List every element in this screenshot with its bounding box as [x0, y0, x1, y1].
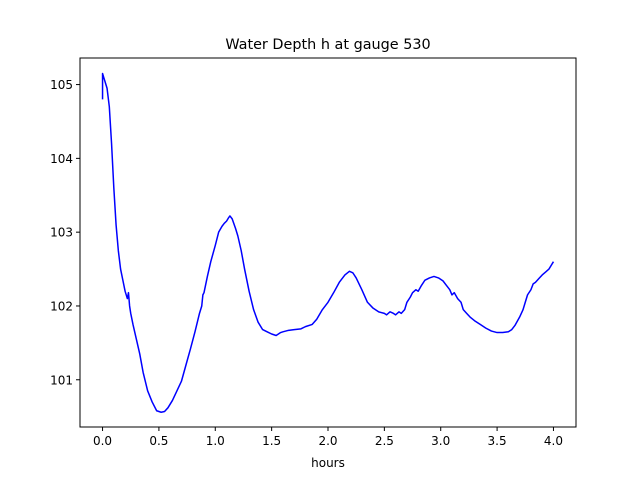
- x-axis-label: hours: [311, 456, 345, 470]
- y-axis-ticks: 101 102 103 104 105: [50, 78, 80, 387]
- series-line-0: [101, 72, 555, 413]
- y-tick-label: 103: [50, 226, 73, 240]
- y-tick-label: 102: [50, 299, 73, 313]
- plot-area: [101, 72, 555, 413]
- chart-title: Water Depth h at gauge 530: [225, 37, 430, 53]
- x-tick-label: 3.0: [431, 434, 450, 448]
- y-tick-label: 104: [50, 152, 73, 166]
- x-tick-label: 1.5: [262, 434, 281, 448]
- y-tick-label: 105: [50, 78, 73, 92]
- x-tick-label: 4.0: [544, 434, 563, 448]
- x-tick-label: 2.0: [318, 434, 337, 448]
- x-tick-label: 1.0: [206, 434, 225, 448]
- x-tick-label: 2.5: [375, 434, 394, 448]
- x-axis-ticks: 0.0 0.5 1.0 1.5 2.0 2.5 3.0 3.5 4.0: [93, 427, 563, 448]
- x-tick-label: 3.5: [488, 434, 507, 448]
- y-tick-label: 101: [50, 373, 73, 387]
- x-tick-label: 0.0: [93, 434, 112, 448]
- x-tick-label: 0.5: [149, 434, 168, 448]
